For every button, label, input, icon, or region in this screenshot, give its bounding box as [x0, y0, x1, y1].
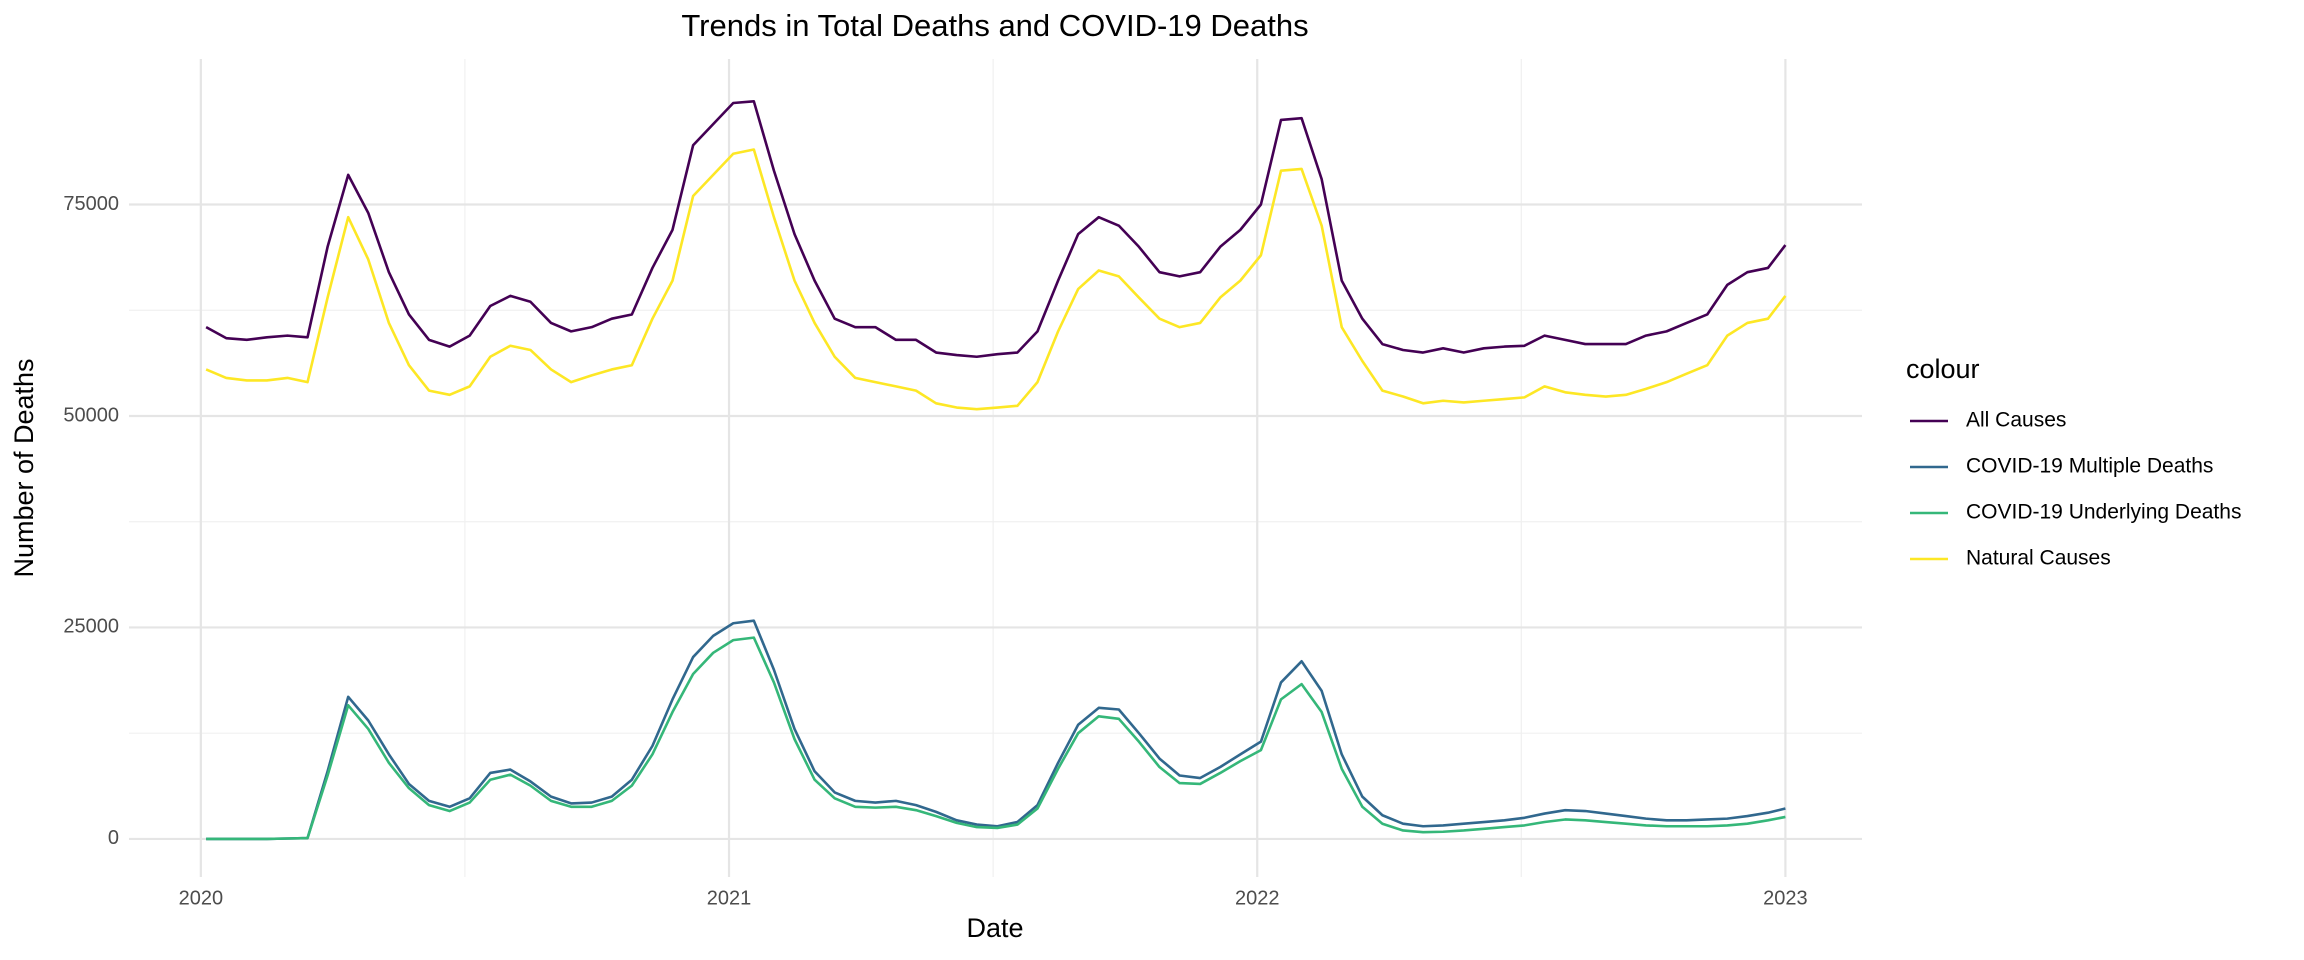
- series-line: [206, 619, 1786, 841]
- legend-label: COVID-19 Multiple Deaths: [1966, 455, 2213, 478]
- x-tick-label: 2021: [707, 887, 752, 909]
- grid: [129, 59, 1862, 877]
- x-axis-title: Date: [966, 913, 1023, 943]
- series-line: [206, 636, 1786, 841]
- legend-label: All Causes: [1966, 409, 2066, 432]
- lines: [205, 100, 1787, 841]
- x-tick-label: 2020: [179, 887, 224, 909]
- legend-title: colour: [1906, 354, 1980, 384]
- x-tick-label: 2023: [1763, 887, 1808, 909]
- series-line: [205, 100, 1787, 359]
- x-tick-label: 2022: [1235, 887, 1280, 909]
- y-tick-label: 75000: [63, 193, 119, 215]
- legend-label: Natural Causes: [1966, 547, 2111, 570]
- chart-title: Trends in Total Deaths and COVID-19 Deat…: [681, 8, 1308, 43]
- y-tick-label: 0: [108, 827, 119, 849]
- y-tick-label: 50000: [63, 404, 119, 426]
- y-axis-title: Number of Deaths: [9, 358, 39, 577]
- series-line: [205, 148, 1787, 411]
- legend-label: COVID-19 Underlying Deaths: [1966, 501, 2241, 524]
- legend: colour All Causes COVID-19 Multiple Death…: [1906, 354, 2241, 569]
- y-tick-label: 25000: [63, 616, 119, 638]
